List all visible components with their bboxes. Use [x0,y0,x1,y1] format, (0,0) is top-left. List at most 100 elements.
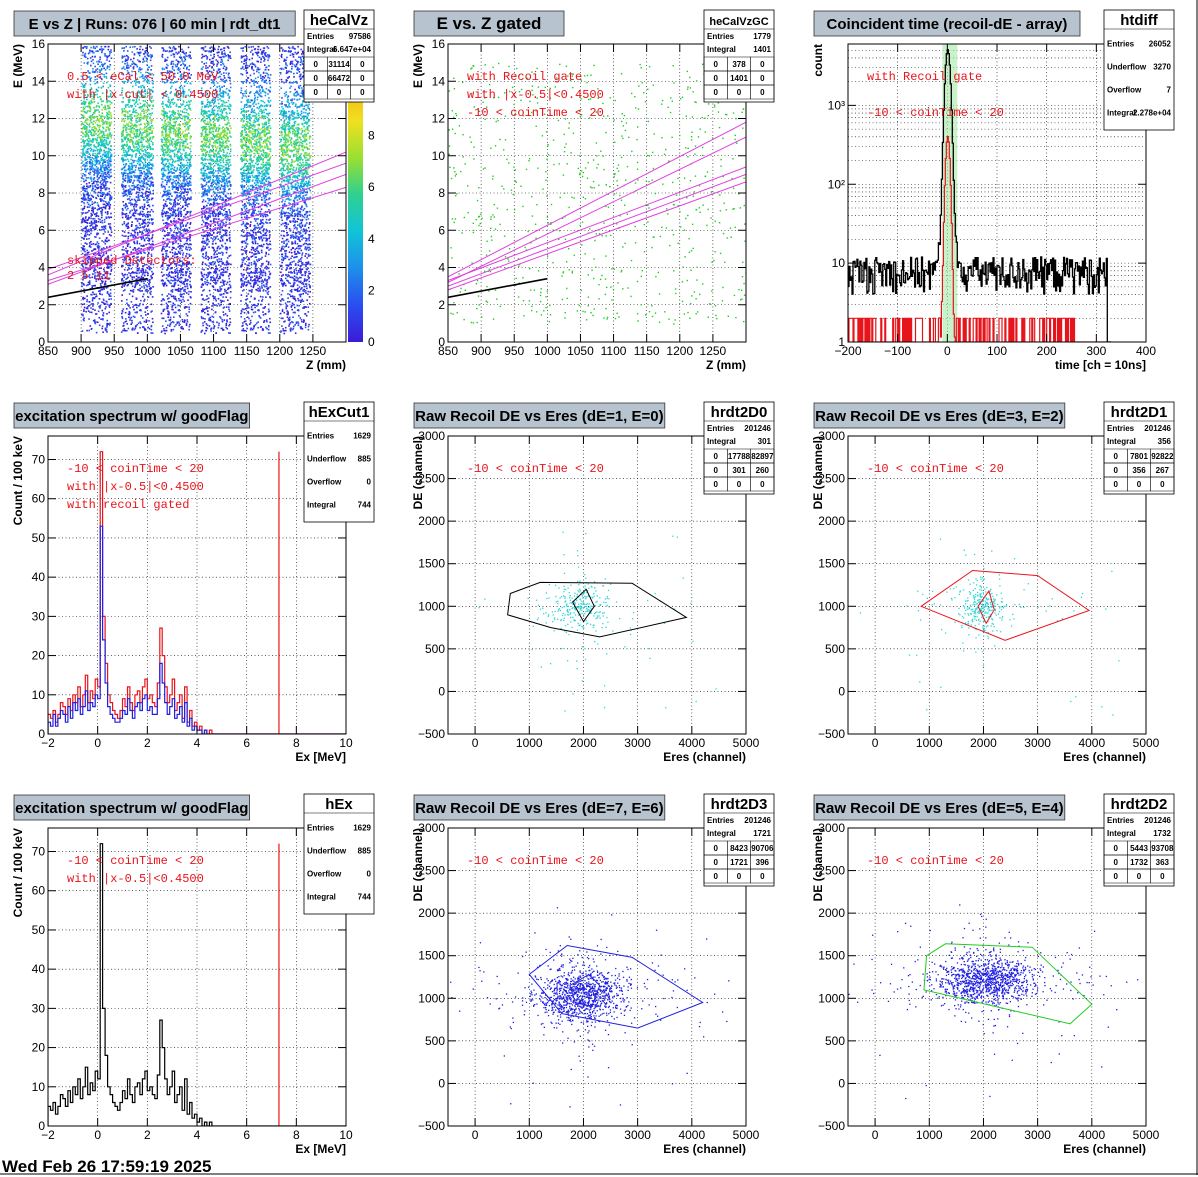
heatmap-cell [170,203,172,205]
heatmap-cell [136,283,138,285]
heatmap-cell [181,277,183,279]
heatmap-cell [163,248,165,250]
heatmap-cell [188,276,190,278]
heatmap-cell [164,191,166,193]
heatmap-cell [86,243,88,245]
heatmap-cell [107,213,109,215]
heatmap-cell [105,212,107,214]
heatmap-cell [142,290,144,292]
heatmap-cell [125,175,127,177]
heatmap-cell [185,205,187,207]
heatmap-cell [94,169,96,171]
heatmap-cell [178,211,180,213]
heatmap-cell [132,296,134,298]
heatmap-cell [146,214,148,216]
heatmap-cell [136,282,138,284]
heatmap-cell [148,199,150,201]
heatmap-cell [127,274,129,276]
heatmap-cell [127,176,129,178]
heatmap-cell [152,332,154,334]
heatmap-cell [96,163,98,165]
heatmap-cell [125,216,127,218]
heatmap-cell [149,132,151,134]
heatmap-cell [183,150,185,152]
heatmap-cell [185,130,187,132]
heatmap-cell [145,290,147,292]
heatmap-cell [82,47,84,49]
heatmap-cell [93,320,95,322]
heatmap-cell [152,142,154,144]
heatmap-cell [150,167,152,169]
heatmap-cell [146,129,148,131]
heatmap-cell [94,172,96,174]
heatmap-cell [123,127,125,129]
heatmap-cell [96,181,98,183]
heatmap-cell [171,221,173,223]
heatmap-cell [123,128,125,130]
heatmap-cell [167,191,169,193]
heatmap-cell [135,126,137,128]
heatmap-cell [180,226,182,228]
heatmap-cell [186,243,188,245]
heatmap-cell [100,61,102,63]
heatmap-cell [186,122,188,124]
heatmap-cell [138,114,140,116]
heatmap-cell [128,67,130,69]
heatmap-cell [99,49,101,51]
heatmap-cell [135,204,137,206]
heatmap-cell [139,133,141,135]
heatmap-cell [175,298,177,300]
heatmap-cell [93,212,95,214]
heatmap-cell [161,119,163,121]
heatmap-cell [178,278,180,280]
heatmap-cell [185,273,187,275]
heatmap-cell [161,157,163,159]
heatmap-cell [105,143,107,145]
heatmap-cell [133,175,135,177]
heatmap-cell [174,206,176,208]
heatmap-cell [179,248,181,250]
heatmap-cell [110,49,112,51]
heatmap-cell [86,159,88,161]
heatmap-cell [101,184,103,186]
heatmap-cell [88,284,90,286]
heatmap-cell [183,231,185,233]
heatmap-cell [97,209,99,211]
heatmap-cell [181,214,183,216]
heatmap-cell [190,291,192,293]
heatmap-cell [111,155,113,157]
heatmap-cell [180,208,182,210]
heatmap-cell [140,309,142,311]
heatmap-cell [190,303,192,305]
heatmap-cell [91,244,93,246]
heatmap-cell [169,111,171,113]
heatmap-cell [106,153,108,155]
heatmap-cell [136,160,138,162]
heatmap-cell [173,115,175,117]
heatmap-cell [163,208,165,210]
heatmap-cell [179,192,181,194]
heatmap-cell [99,66,101,68]
heatmap-cell [170,159,172,161]
heatmap-cell [84,140,86,142]
heatmap-cell [129,163,131,165]
heatmap-cell [109,125,111,127]
heatmap-cell [181,272,183,274]
heatmap-cell [166,182,168,184]
heatmap-cell [97,156,99,158]
heatmap-cell [166,184,168,186]
heatmap-cell [92,59,94,61]
heatmap-cell [185,275,187,277]
heatmap-cell [85,212,87,214]
heatmap-cell [185,248,187,250]
heatmap-cell [109,294,111,296]
heatmap-cell [82,141,84,143]
heatmap-cell [143,113,145,115]
heatmap-cell [146,188,148,190]
heatmap-cell [137,277,139,279]
heatmap-cell [182,61,184,63]
heatmap-cell [92,127,94,129]
heatmap-cell [130,114,132,116]
heatmap-cell [149,105,151,107]
heatmap-cell [106,160,108,162]
